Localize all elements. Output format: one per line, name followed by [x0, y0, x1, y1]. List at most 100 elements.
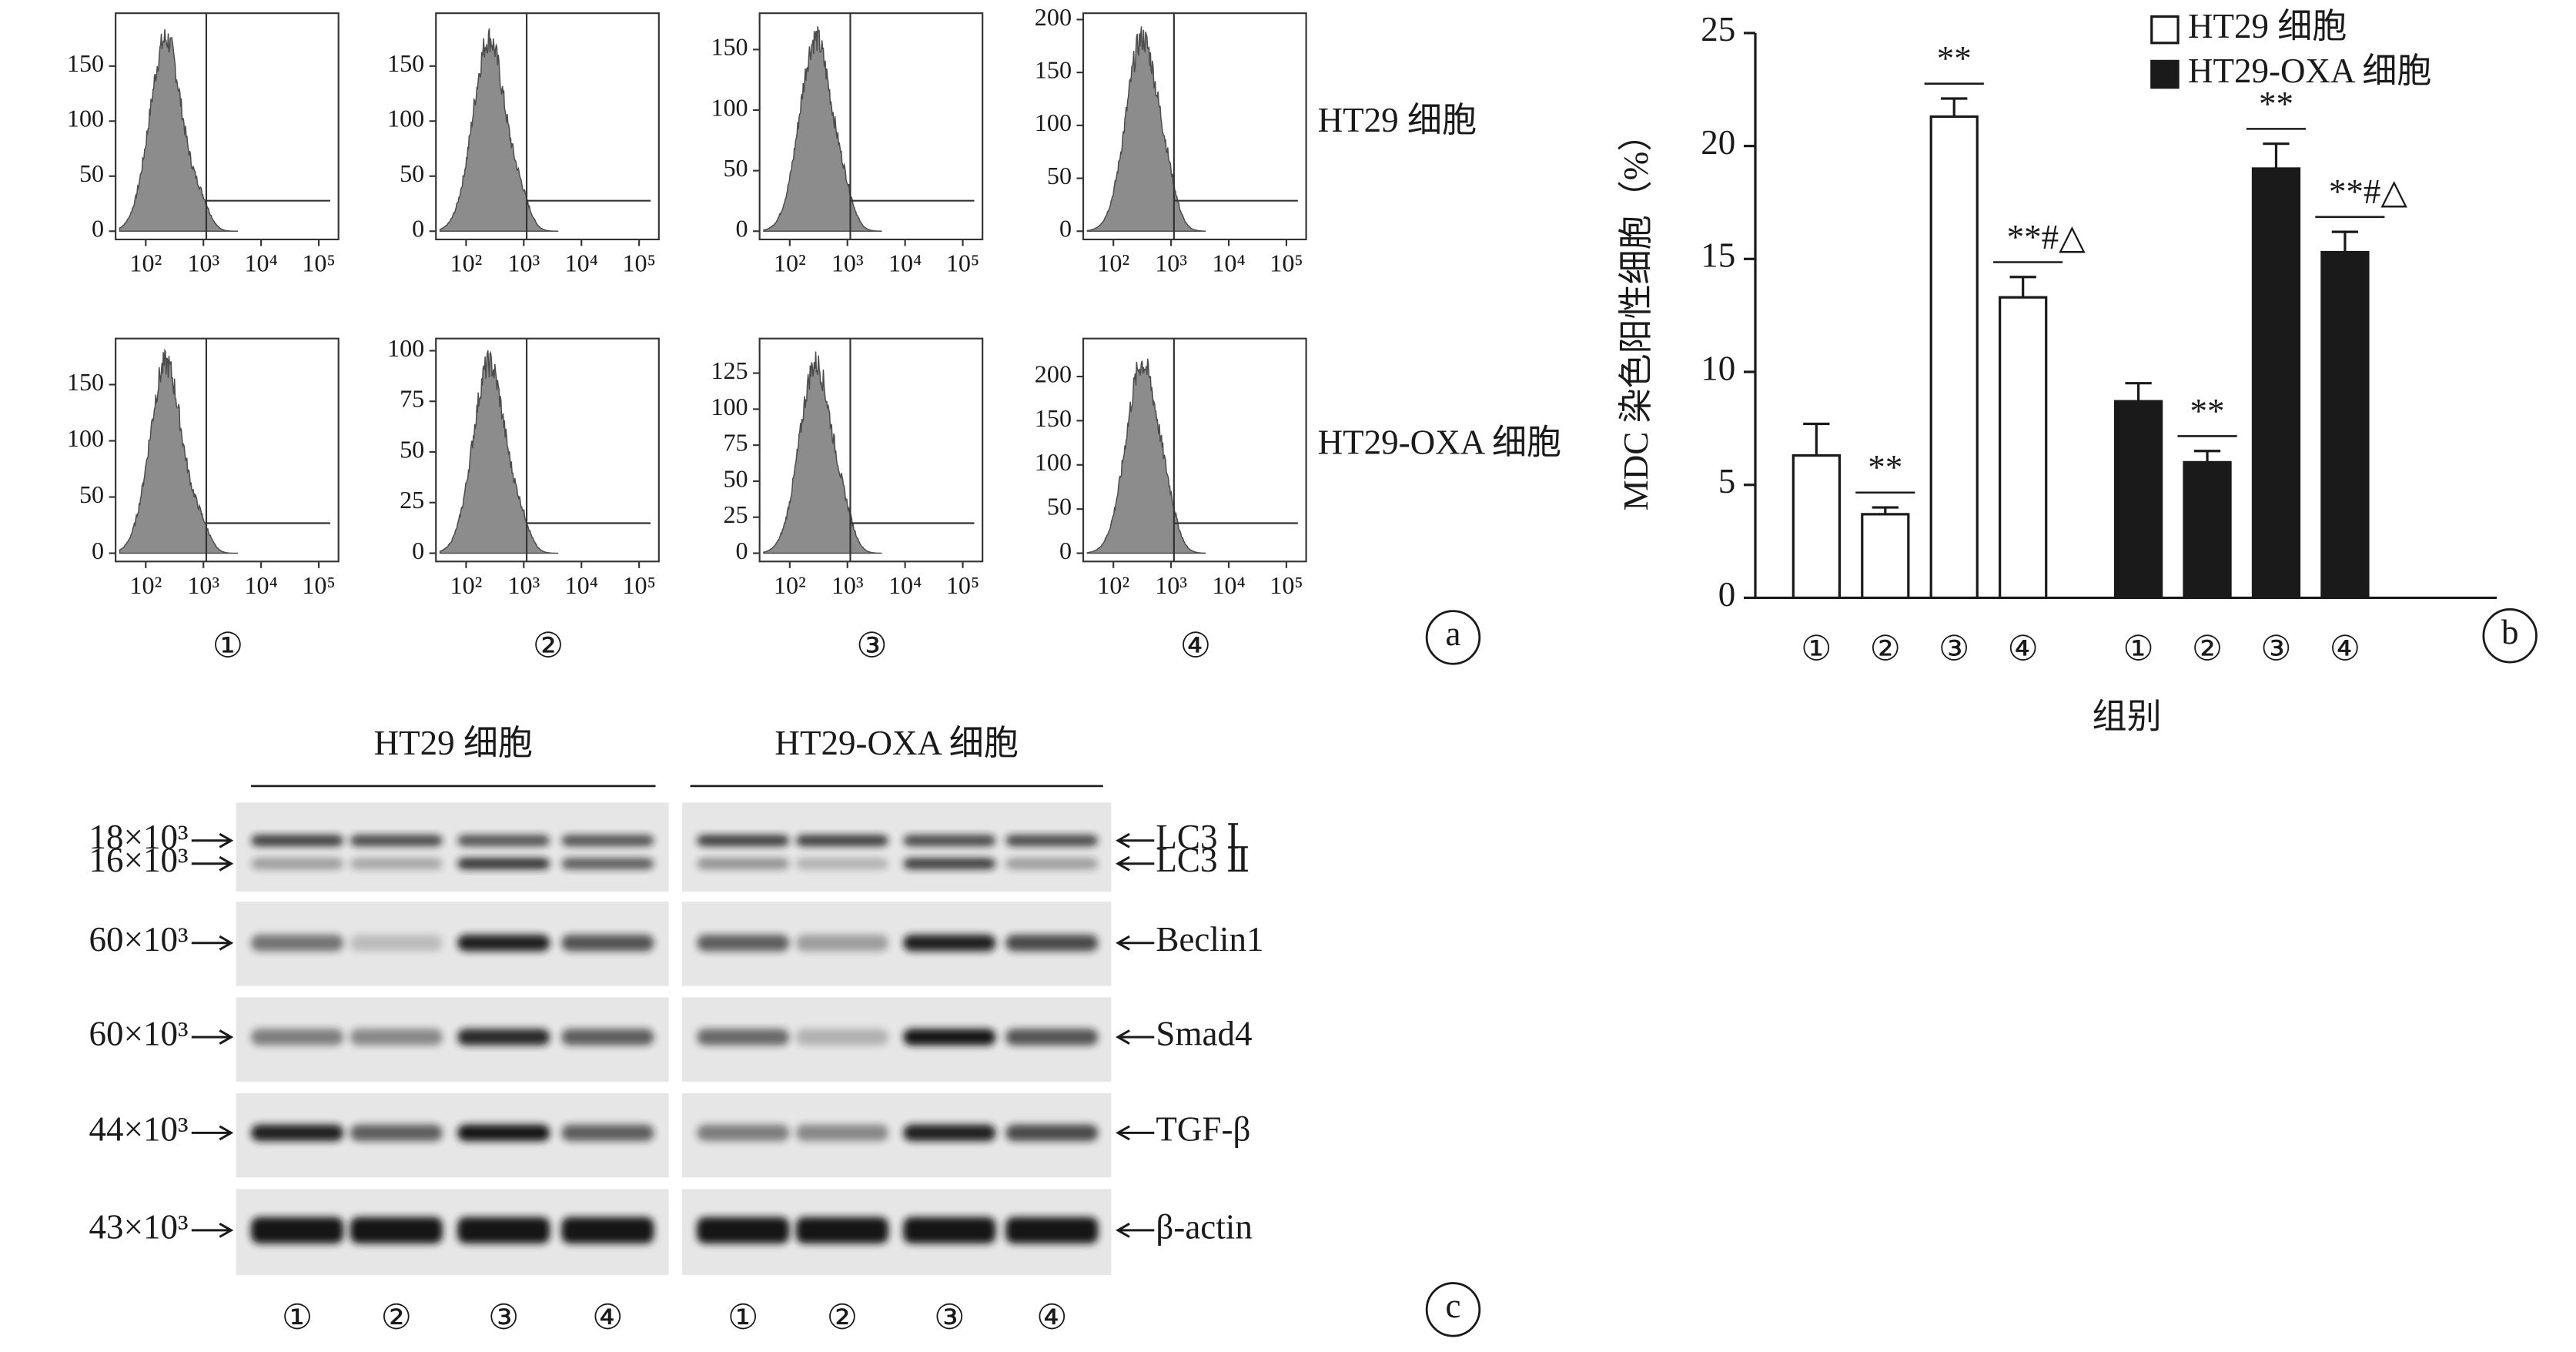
y-tick-label: 50 — [1047, 162, 1072, 189]
blot-band — [561, 1124, 654, 1142]
blot-band — [903, 1029, 996, 1046]
blot-band — [697, 858, 790, 870]
x-tick-label: 10⁵ — [302, 571, 335, 599]
blot-band — [795, 1216, 888, 1244]
significance-label: ** — [1868, 448, 1902, 487]
x-tick-label: ④ — [2330, 630, 2360, 668]
x-tick-label: 10² — [1097, 249, 1129, 277]
y-tick-label: 5 — [1718, 462, 1736, 500]
x-tick-label: 10² — [1097, 571, 1129, 599]
blot-band — [903, 1216, 996, 1244]
x-tick-label: 10⁴ — [565, 249, 598, 277]
histogram — [1086, 358, 1206, 554]
blot-band — [1005, 858, 1099, 870]
x-tick-label: 10⁴ — [888, 249, 922, 277]
panel-label-circle — [2482, 608, 2538, 664]
blot-band — [251, 858, 344, 870]
y-tick-label: 15 — [1701, 236, 1735, 275]
marker-label: 43×10³ — [89, 1207, 189, 1246]
legend-label: HT29-OXA 细胞 — [2188, 52, 2431, 90]
column-label: ① — [212, 626, 243, 664]
plot-frame — [1082, 337, 1307, 563]
x-tick-label: 10⁴ — [565, 571, 598, 599]
lane-label: ④ — [1036, 1298, 1067, 1337]
histogram — [439, 350, 559, 554]
x-tick-label: 10³ — [1155, 571, 1187, 599]
lane-label: ③ — [934, 1298, 965, 1337]
blot-band — [1005, 1029, 1099, 1046]
x-tick-label: ③ — [1939, 630, 1969, 668]
y-tick-label: 75 — [723, 429, 748, 457]
group-label: HT29-OXA 细胞 — [774, 724, 1018, 762]
blot-band — [1005, 1124, 1099, 1142]
y-tick-label: 0 — [92, 215, 104, 243]
bar — [2113, 400, 2163, 600]
marker-arrow — [191, 1125, 234, 1141]
plot-frame — [115, 337, 340, 563]
blot-band — [457, 934, 550, 952]
y-tick-label: 100 — [67, 105, 104, 132]
x-tick-label: 10² — [129, 249, 162, 277]
blot-band — [350, 1124, 443, 1142]
blot-band — [697, 1216, 790, 1244]
y-axis-label: MDC 染色阳性细胞（%） — [1617, 117, 1655, 511]
y-tick-label: 0 — [1059, 215, 1072, 243]
y-tick-label: 0 — [1718, 575, 1736, 614]
blot-band — [251, 1029, 344, 1046]
x-tick-label: ② — [2192, 630, 2223, 668]
x-tick-label: ③ — [2260, 630, 2291, 668]
lane-label: ④ — [592, 1298, 623, 1337]
protein-label: β-actin — [1156, 1207, 1252, 1246]
y-tick-label: 20 — [1701, 123, 1735, 162]
marker-arrow — [191, 935, 234, 951]
y-tick-label: 200 — [1035, 3, 1072, 31]
lane-label: ① — [728, 1298, 758, 1337]
x-tick-label: 10⁴ — [1212, 249, 1245, 277]
blot-band — [903, 858, 996, 870]
blot-band — [251, 934, 344, 952]
lane-label: ② — [381, 1298, 412, 1337]
blot-band — [697, 835, 790, 847]
blot-band — [903, 934, 996, 952]
blot-band — [350, 934, 443, 952]
blot-band — [795, 934, 888, 952]
lane-label: ① — [282, 1298, 313, 1337]
x-tick-label: 10³ — [1155, 249, 1187, 277]
protein-arrow — [1116, 832, 1155, 848]
y-tick-label: 0 — [92, 537, 104, 564]
significance-label: **#△ — [2329, 172, 2408, 211]
histogram — [119, 28, 239, 233]
column-label: ③ — [856, 626, 887, 664]
y-tick-label: 25 — [400, 486, 424, 514]
y-tick-label: 100 — [711, 393, 748, 420]
blot-band — [251, 835, 344, 847]
plot-frame — [435, 337, 660, 563]
y-tick-label: 25 — [723, 500, 748, 528]
group-label: HT29 细胞 — [374, 724, 533, 762]
blot-band — [561, 1029, 654, 1046]
blot-band — [457, 1216, 550, 1244]
y-tick-label: 0 — [736, 537, 748, 564]
y-tick-label: 100 — [387, 334, 424, 362]
blot-band — [795, 835, 888, 847]
marker-label: 16×10³ — [89, 841, 189, 879]
legend-label: HT29 细胞 — [2188, 7, 2347, 45]
x-tick-label: 10³ — [507, 571, 540, 599]
y-tick-label: 25 — [1701, 10, 1735, 49]
plot-frame — [435, 12, 660, 241]
blot-band — [697, 1029, 790, 1046]
y-tick-label: 100 — [711, 93, 748, 121]
protein-arrow — [1116, 1223, 1155, 1238]
x-tick-label: 10² — [774, 571, 806, 599]
significance-label: ** — [2190, 392, 2225, 430]
row-label: HT29 细胞 — [1318, 101, 1477, 139]
blot-band — [561, 934, 654, 952]
protein-arrow — [1116, 1125, 1155, 1141]
x-tick-label: 10³ — [187, 571, 219, 599]
significance-label: ** — [1937, 39, 1972, 78]
y-tick-label: 0 — [412, 537, 424, 564]
protein-label: LC3 Ⅱ — [1156, 841, 1250, 879]
panel-label: a — [1445, 614, 1460, 653]
y-tick-label: 150 — [67, 368, 104, 396]
lane-label: ③ — [488, 1298, 519, 1337]
